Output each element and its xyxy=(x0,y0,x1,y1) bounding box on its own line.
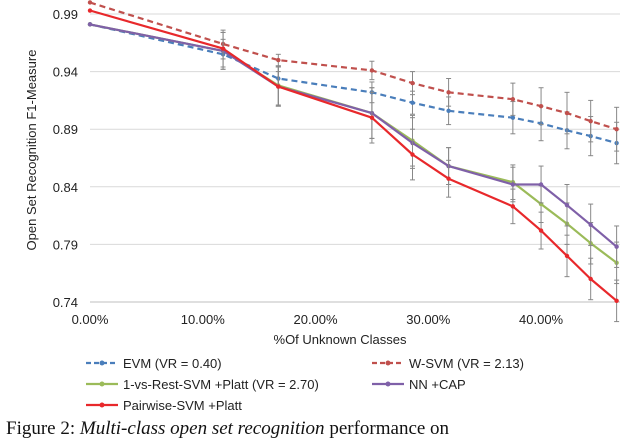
data-point xyxy=(564,203,570,208)
legend-item: EVM (VR = 0.40) xyxy=(86,356,222,371)
data-point xyxy=(87,22,93,27)
data-point xyxy=(538,103,544,109)
legend-marker xyxy=(385,360,391,366)
caption-italic: Multi-class open set recognition xyxy=(79,418,325,439)
data-point xyxy=(446,176,451,181)
legend-marker xyxy=(99,360,105,366)
data-point xyxy=(446,90,451,95)
data-point xyxy=(446,108,451,113)
y-tick-label: 0.79 xyxy=(53,237,78,252)
legend-label: NN +CAP xyxy=(409,377,466,392)
series-group xyxy=(87,0,620,323)
legend-marker xyxy=(99,381,105,387)
x-axis-title: %Of Unknown Classes xyxy=(274,332,407,347)
legend-marker xyxy=(385,381,391,387)
series-line xyxy=(89,23,618,248)
data-point xyxy=(87,0,93,5)
legend-item: 1-vs-Rest-SVM +Platt (VR = 2.70) xyxy=(86,377,319,392)
chart-canvas: 0.74 0.79 0.84 0.89 0.94 0.99 0.00% 10.00% 20.00… xyxy=(24,0,620,413)
x-tick-label: 20.00% xyxy=(293,312,338,327)
y-tick-label: 0.99 xyxy=(53,7,78,22)
data-point xyxy=(87,8,93,13)
data-point xyxy=(220,46,226,51)
data-point xyxy=(510,97,516,102)
legend-item: NN +CAP xyxy=(372,377,466,392)
data-point xyxy=(276,57,281,63)
data-point xyxy=(538,182,544,187)
y-tick-label: 0.94 xyxy=(53,65,78,80)
caption-rest: performance on xyxy=(329,418,450,439)
data-point xyxy=(538,228,544,233)
series-5 xyxy=(87,8,620,323)
data-point xyxy=(510,204,516,209)
tick-labels: 0.74 0.79 0.84 0.89 0.94 0.99 0.00% 10.00% 20.00… xyxy=(53,7,564,327)
legend: EVM (VR = 0.40) W-SVM (VR = 2.13) 1-vs-Res… xyxy=(86,356,524,413)
grid-lines xyxy=(90,13,620,303)
series-2 xyxy=(87,0,620,152)
legend-label: Pairwise-SVM +Platt xyxy=(123,398,242,413)
x-tick-label: 10.00% xyxy=(181,312,226,327)
data-point xyxy=(276,84,281,89)
data-point xyxy=(410,80,415,86)
series-line xyxy=(89,9,618,302)
y-axis-title: Open Set Recognition F1-Measure xyxy=(24,50,39,251)
x-tick-label: 0.00% xyxy=(72,312,109,327)
data-point xyxy=(510,182,516,187)
data-point xyxy=(510,115,516,120)
legend-marker xyxy=(99,402,105,408)
legend-item: Pairwise-SVM +Platt xyxy=(86,398,242,413)
legend-label: 1-vs-Rest-SVM +Platt (VR = 2.70) xyxy=(123,377,319,392)
data-point xyxy=(410,152,415,157)
x-tick-label: 30.00% xyxy=(406,312,451,327)
data-point xyxy=(369,115,375,120)
data-point xyxy=(588,276,593,282)
legend-label: EVM (VR = 0.40) xyxy=(123,356,222,371)
x-tick-label: 40.00% xyxy=(519,312,564,327)
y-tick-label: 0.84 xyxy=(53,180,78,195)
data-point xyxy=(614,127,619,132)
data-point xyxy=(588,222,593,228)
data-point xyxy=(410,100,415,105)
y-tick-label: 0.74 xyxy=(53,295,78,310)
data-point xyxy=(564,253,570,259)
legend-label: W-SVM (VR = 2.13) xyxy=(409,356,524,371)
y-tick-label: 0.89 xyxy=(53,122,78,137)
series-line xyxy=(89,23,617,145)
data-point xyxy=(614,298,619,304)
data-point xyxy=(614,244,619,249)
figure-caption: Figure 2: Multi-class open set recogniti… xyxy=(6,418,449,440)
caption-label: Figure 2: xyxy=(6,418,76,439)
series-line xyxy=(89,1,617,131)
legend-item: W-SVM (VR = 2.13) xyxy=(372,356,524,371)
data-point xyxy=(369,68,375,73)
data-point xyxy=(588,118,593,124)
series-1 xyxy=(87,22,620,165)
data-point xyxy=(564,110,570,116)
